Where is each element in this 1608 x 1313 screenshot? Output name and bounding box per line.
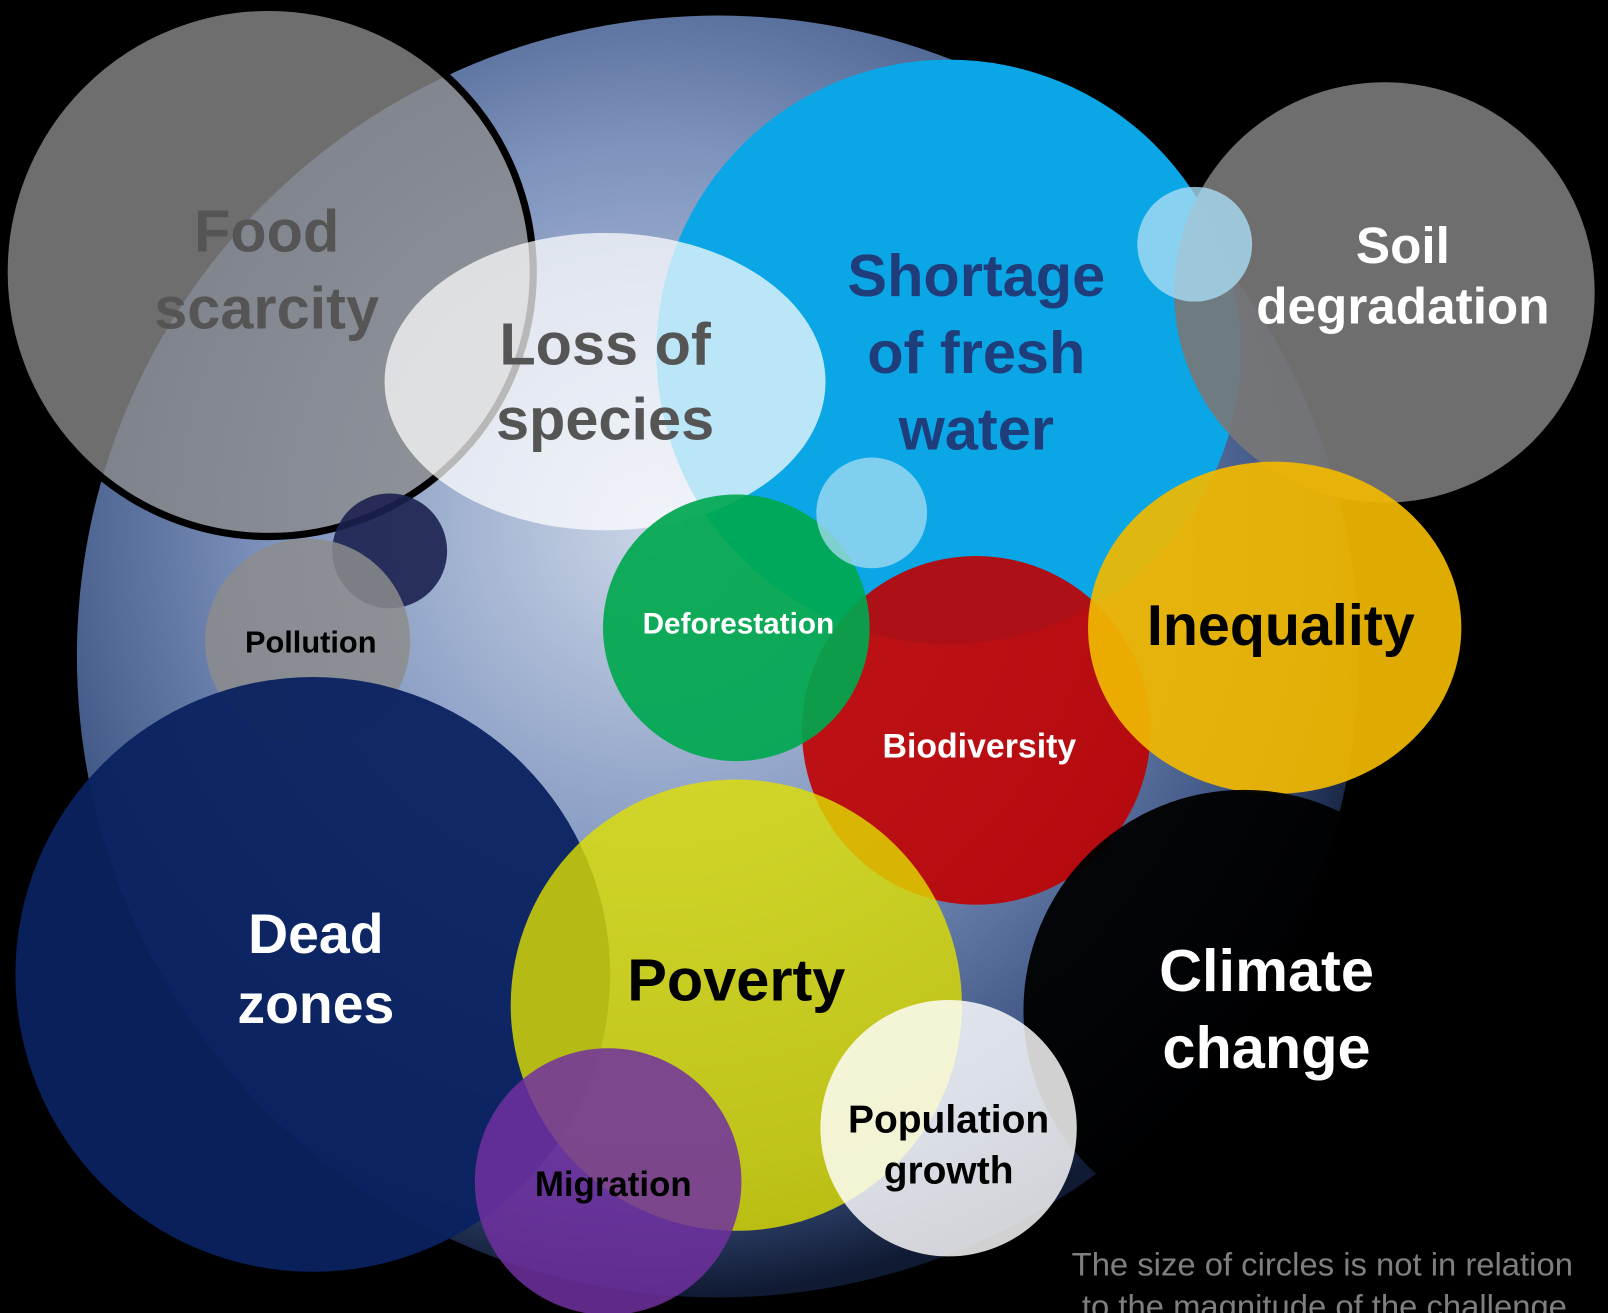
diagram: Food scarcity Loss of species Shortage o… — [0, 0, 1608, 1313]
label: degradation — [1256, 277, 1549, 334]
label: Population — [848, 1098, 1049, 1141]
label: Biodiversity — [883, 728, 1077, 766]
label: change — [1162, 1014, 1370, 1081]
note: The size of circles is not in relation — [1072, 1245, 1573, 1282]
label: zones — [237, 973, 394, 1035]
label: Pollution — [245, 624, 377, 659]
label: Soil — [1356, 217, 1450, 274]
label: Shortage — [847, 242, 1105, 309]
label: water — [898, 396, 1054, 463]
note: to the magnitude of the challenge — [1082, 1287, 1567, 1313]
label: of fresh — [867, 319, 1085, 386]
label: scarcity — [154, 275, 379, 342]
label: Food — [194, 198, 339, 265]
bubble — [1137, 187, 1252, 302]
label: Inequality — [1147, 594, 1415, 658]
circle-climate-change — [1023, 790, 1464, 1231]
label: growth — [884, 1150, 1014, 1193]
label: Poverty — [627, 946, 845, 1013]
label: species — [496, 385, 714, 452]
label: Dead — [248, 903, 383, 965]
label: Loss of — [499, 311, 711, 378]
label: Deforestation — [643, 608, 835, 641]
bubble — [816, 458, 927, 569]
label: Climate — [1159, 937, 1374, 1004]
label: Migration — [535, 1165, 692, 1204]
circle-loss-of-species — [385, 233, 826, 530]
